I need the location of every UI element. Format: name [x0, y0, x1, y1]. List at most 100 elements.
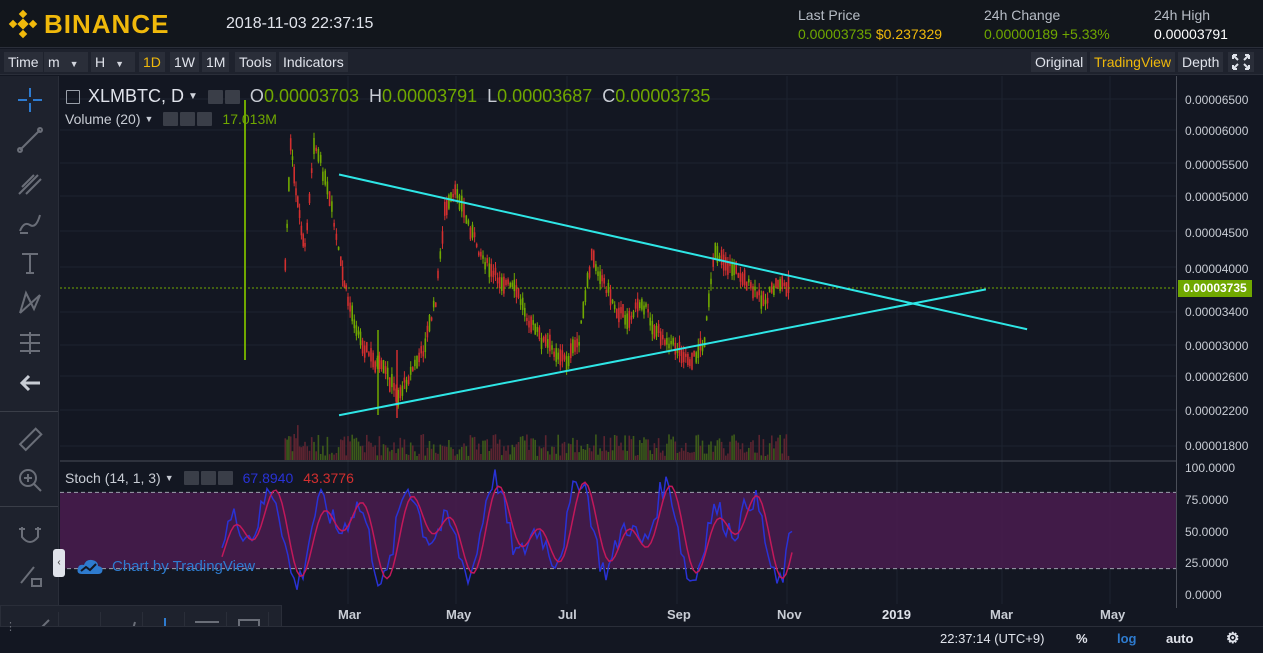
volume-bar	[511, 444, 514, 460]
ruler-tool[interactable]	[16, 426, 44, 454]
fullscreen-button[interactable]	[1228, 52, 1254, 72]
candle-body	[461, 195, 463, 212]
close-icon[interactable]	[217, 471, 233, 485]
volume-bar	[482, 440, 484, 460]
volume-bar	[507, 445, 509, 460]
candle-body	[389, 377, 391, 392]
lock-drawings-tool[interactable]	[16, 561, 44, 589]
candle-body	[435, 302, 437, 307]
measure-tool[interactable]	[16, 329, 44, 357]
eye-icon[interactable]	[183, 471, 199, 485]
pattern-tool[interactable]	[16, 289, 44, 317]
volume-bar	[685, 442, 687, 460]
volume-bar	[750, 442, 752, 460]
tools-button[interactable]: Tools	[235, 52, 276, 72]
volume-bar	[337, 447, 340, 460]
volume-bar	[739, 449, 742, 460]
time-button[interactable]: Time	[4, 52, 43, 72]
log-scale-button[interactable]: log	[1117, 631, 1137, 646]
volume-bar	[691, 452, 693, 460]
volume-label[interactable]: Volume (20)	[65, 111, 141, 127]
interval-1m-button[interactable]: 1M	[202, 52, 230, 72]
hours-label: H	[95, 54, 106, 70]
interval-1d-button[interactable]: 1D	[139, 52, 165, 72]
zoom-tool[interactable]	[16, 466, 44, 494]
candle-body	[515, 285, 518, 298]
candle-body	[597, 271, 599, 276]
pitchfork-tool[interactable]	[16, 169, 44, 197]
candle-body	[454, 184, 456, 195]
collapse-legend-icon[interactable]	[66, 89, 80, 104]
candle-body	[624, 314, 626, 325]
volume-bar	[454, 455, 456, 460]
hours-dropdown[interactable]: H ▼	[91, 52, 135, 72]
original-view-button[interactable]: Original	[1031, 52, 1088, 72]
candle-body	[720, 249, 723, 266]
caret-down-icon[interactable]: ▼	[188, 91, 198, 102]
volume-bar	[758, 434, 760, 460]
eye-icon[interactable]	[207, 89, 223, 104]
crosshair-tool[interactable]	[16, 86, 44, 114]
percent-scale-button[interactable]: %	[1076, 631, 1088, 646]
brush-icon	[19, 214, 41, 234]
drag-handle-icon[interactable]: ⋮	[5, 621, 16, 633]
tradingview-watermark[interactable]: Chart by TradingView	[76, 556, 255, 576]
volume-bar	[580, 445, 582, 460]
trend-line-tool[interactable]	[16, 126, 44, 154]
indicators-button[interactable]: Indicators	[279, 52, 348, 72]
volume-bar	[601, 451, 603, 460]
trendline-upper	[338, 173, 1028, 331]
binance-logo[interactable]: BINANCE	[8, 8, 169, 40]
candle-body	[405, 379, 408, 390]
stoch-lines	[60, 469, 1176, 590]
brush-tool[interactable]	[16, 209, 44, 237]
candle-body	[584, 290, 587, 302]
volume-bar	[456, 454, 459, 460]
magnet-tool[interactable]	[16, 521, 44, 549]
candle-body	[764, 299, 767, 305]
time-axis[interactable]: Mar May Jul Sep Nov 2019 Mar May	[60, 604, 1176, 626]
minutes-dropdown[interactable]: m ▼	[44, 52, 88, 72]
close-icon[interactable]	[197, 112, 213, 126]
depth-view-button[interactable]: Depth	[1178, 52, 1224, 72]
pencil-lock-icon	[20, 566, 42, 587]
volume-bar	[559, 455, 562, 460]
candle-body	[708, 293, 710, 308]
candle-body	[651, 320, 654, 335]
interval-1w-button[interactable]: 1W	[170, 52, 199, 72]
text-tool[interactable]	[16, 249, 44, 277]
time-tick: 2019	[882, 607, 911, 622]
settings-icon[interactable]	[224, 89, 240, 104]
volume-bar	[473, 436, 476, 460]
volume-bar	[313, 441, 315, 460]
settings-icon[interactable]	[200, 471, 216, 485]
symbol-label[interactable]: XLMBTC, D	[88, 86, 185, 106]
hide-toolbar-button[interactable]	[16, 369, 44, 397]
volume-bar	[590, 451, 593, 460]
stoch-d-line	[221, 481, 793, 580]
high-value: 0.00003791	[1154, 26, 1228, 42]
price-axis[interactable]: 0.00006500 0.00006000 0.00005500 0.00005…	[1176, 76, 1263, 608]
candle-body	[643, 305, 645, 315]
candle-body	[662, 334, 664, 340]
eye-icon[interactable]	[163, 112, 179, 126]
tradingview-view-button[interactable]: TradingView	[1090, 52, 1176, 72]
caret-down-icon[interactable]: ▼	[144, 114, 154, 124]
volume-bar	[689, 452, 691, 460]
volume-bar	[607, 451, 610, 460]
collapse-handle[interactable]: ‹	[53, 549, 65, 577]
candle-body	[437, 270, 439, 279]
candle-body	[601, 275, 603, 282]
stoch-legend: Stoch (14, 1, 3) ▼ 67.8940 43.3776	[65, 470, 354, 486]
trend-lines[interactable]	[338, 173, 1028, 417]
auto-scale-button[interactable]: auto	[1166, 631, 1194, 646]
settings-icon[interactable]	[180, 112, 196, 126]
gear-icon[interactable]: ⚙	[1226, 630, 1240, 647]
volume-bar	[372, 446, 374, 460]
candle-body	[324, 170, 326, 185]
candle-body	[766, 297, 769, 304]
stoch-label[interactable]: Stoch (14, 1, 3)	[65, 470, 161, 486]
caret-down-icon[interactable]: ▼	[164, 473, 174, 483]
candle-body	[501, 277, 503, 291]
